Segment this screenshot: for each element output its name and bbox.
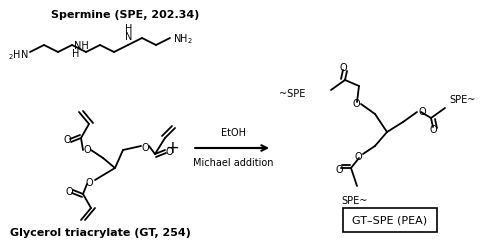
Text: O: O: [339, 63, 347, 73]
Text: O: O: [141, 143, 149, 153]
Text: $_2$HN: $_2$HN: [8, 48, 28, 62]
Text: O: O: [63, 135, 71, 145]
Text: NH$_2$: NH$_2$: [173, 32, 193, 46]
Text: O: O: [335, 165, 343, 175]
Text: H: H: [72, 49, 80, 59]
Text: NH: NH: [74, 41, 89, 51]
Text: Spermine (SPE, 202.34): Spermine (SPE, 202.34): [51, 10, 199, 20]
Text: O: O: [429, 125, 437, 135]
Text: EtOH: EtOH: [220, 128, 246, 138]
Text: +: +: [165, 139, 179, 157]
Text: SPE~: SPE~: [449, 95, 475, 105]
Text: Michael addition: Michael addition: [193, 158, 273, 168]
Text: O: O: [354, 152, 362, 162]
Text: O: O: [352, 99, 360, 109]
Text: Glycerol triacrylate (GT, 254): Glycerol triacrylate (GT, 254): [10, 228, 190, 238]
Text: SPE~: SPE~: [342, 196, 368, 206]
Text: O: O: [165, 147, 173, 157]
Text: GT–SPE (PEA): GT–SPE (PEA): [352, 215, 428, 225]
Text: O: O: [65, 187, 73, 197]
Text: N: N: [126, 32, 132, 42]
FancyBboxPatch shape: [343, 208, 437, 232]
Text: O: O: [83, 145, 91, 155]
Text: O: O: [418, 107, 426, 117]
Text: H: H: [126, 24, 132, 34]
Text: ~SPE: ~SPE: [278, 89, 305, 99]
Text: O: O: [85, 178, 93, 188]
